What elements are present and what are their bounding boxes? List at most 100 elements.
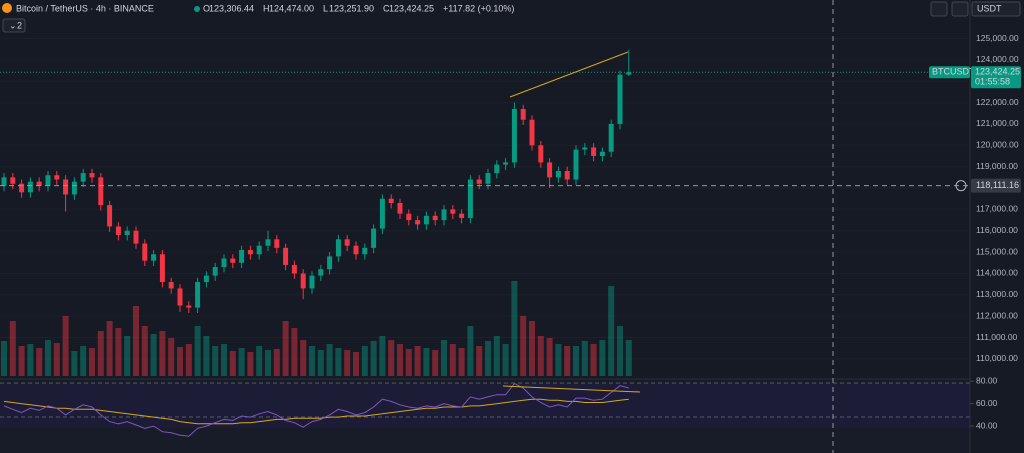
y-tick-label: 115,000.00	[976, 246, 1018, 256]
y-tick-label: 114,000.00	[976, 268, 1018, 278]
status-dot	[194, 6, 200, 12]
candle-body	[168, 282, 174, 289]
volume-bar	[326, 344, 333, 376]
volume-bar	[599, 340, 606, 376]
volume-bar	[247, 352, 254, 376]
candle-body	[159, 254, 165, 283]
rsi-trend-line	[502, 385, 641, 393]
candle-body	[247, 249, 253, 255]
candle-body	[54, 175, 60, 180]
volume-bar	[458, 348, 465, 376]
volume-bar	[485, 341, 491, 376]
volume-bar	[71, 351, 78, 376]
volume-bar	[423, 348, 430, 376]
volume-bar	[124, 336, 131, 376]
rsi-tick-label: 40.00	[976, 420, 998, 430]
candle-body	[265, 239, 271, 246]
volume-bar	[265, 350, 271, 376]
volume-bar	[256, 346, 263, 376]
y-tick-label: 122,000.00	[976, 97, 1019, 107]
candle-body	[406, 213, 412, 221]
volume-bar	[625, 340, 632, 376]
volume-bar	[238, 348, 245, 376]
volume-bar	[150, 334, 157, 376]
volume-bar	[291, 328, 298, 376]
candle-body	[520, 109, 526, 120]
volume-bar	[449, 344, 456, 376]
candle-body	[476, 179, 482, 184]
volume-bar	[300, 340, 307, 376]
candle-body	[459, 213, 465, 218]
candle-body	[538, 145, 544, 163]
volume-bar	[344, 350, 351, 376]
chevron: ⌄	[9, 20, 17, 30]
candle-body	[71, 181, 77, 195]
candle-body	[10, 177, 16, 184]
candle-body	[371, 228, 377, 248]
volume-bar	[115, 328, 122, 376]
volume-bar	[379, 336, 386, 376]
candle-body	[274, 239, 280, 248]
volume-bar	[80, 346, 87, 376]
volume-bar	[194, 326, 201, 376]
volume-bar	[221, 344, 227, 376]
symbol: Bitcoin / TetherUS · 4h · BINANCE	[16, 3, 154, 13]
y-tick-label: 124,000.00	[976, 54, 1019, 64]
volume-bar	[617, 326, 623, 376]
volume-bar	[397, 344, 403, 376]
candle-body	[151, 254, 157, 261]
volume-bar	[564, 346, 571, 376]
currency-select[interactable]	[971, 1, 1021, 17]
rsi-tick-label: 60.00	[976, 398, 998, 408]
fit-button[interactable]	[951, 1, 969, 17]
volume-bar	[493, 336, 500, 376]
volume-bar	[89, 348, 95, 376]
candle-body	[256, 245, 262, 255]
volume-bar	[317, 350, 324, 376]
volume-bar	[388, 340, 395, 376]
crosshair-tag	[971, 178, 1021, 193]
volume-bar	[9, 321, 16, 376]
candle-body	[80, 173, 86, 182]
candle-body	[335, 239, 341, 257]
candle-body	[309, 275, 315, 289]
rsi-tick-label: 80.00	[976, 375, 998, 385]
y-tick-label: 116,000.00	[976, 225, 1018, 235]
y-tick-label: 111,000.00	[976, 332, 1018, 342]
indicator-count: 2	[17, 20, 22, 30]
candle-body	[45, 175, 51, 186]
candle-body	[529, 119, 535, 146]
volume-bar	[177, 347, 183, 376]
candle-body	[283, 247, 289, 265]
y-tick-label: 110,000.00	[976, 353, 1018, 363]
candle-body	[485, 173, 491, 184]
indicators-toggle[interactable]	[2, 18, 26, 33]
ohlc-label: O	[203, 3, 210, 13]
y-tick-label: 113,000.00	[976, 289, 1018, 299]
add-alert	[955, 180, 967, 192]
candle-body	[415, 220, 421, 225]
volume-bar	[608, 286, 615, 376]
volume-bar	[185, 344, 192, 376]
volume-bar	[141, 326, 148, 376]
candle-body	[511, 109, 517, 163]
rsi-line	[3, 382, 629, 437]
candle-body	[503, 162, 509, 165]
volume-bar	[203, 336, 210, 376]
ohlc-value: 123,251.90	[329, 3, 374, 13]
rsi-ma-line	[3, 398, 629, 425]
volume-bar	[502, 344, 509, 376]
candle-body	[115, 226, 121, 236]
volume-bar	[282, 321, 289, 376]
volume-bar	[168, 338, 175, 376]
volume-bar	[212, 346, 219, 376]
trend-line	[509, 51, 629, 98]
volume-bar	[511, 281, 518, 376]
y-tick-label: 120,000.00	[976, 140, 1019, 150]
download-button[interactable]	[930, 1, 948, 17]
candle-body	[124, 230, 130, 236]
candle-body	[203, 275, 209, 283]
candle-body	[27, 181, 33, 193]
volume-bar	[432, 350, 439, 376]
volume-bar	[229, 351, 236, 376]
